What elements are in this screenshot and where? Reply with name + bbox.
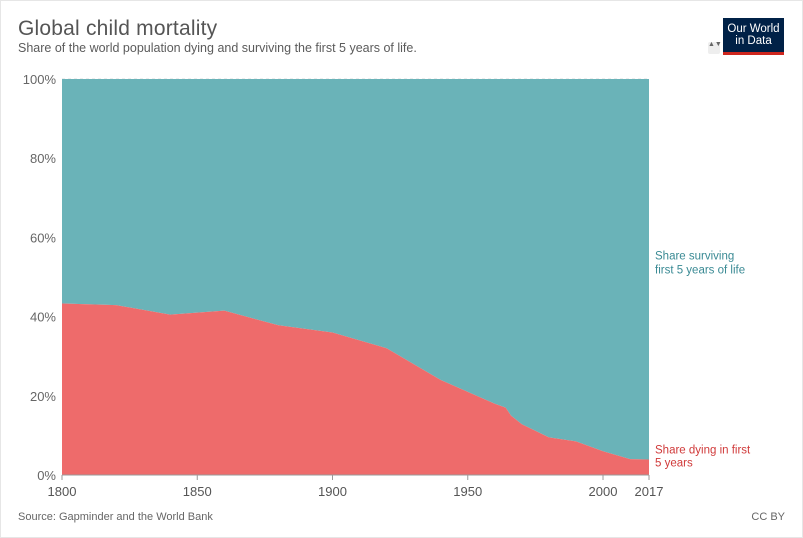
y-tick-label: 40% [30,310,56,325]
logo-line-2: in Data [735,35,772,47]
area-surviving[interactable] [62,79,649,460]
x-axis-ticks: 1800 1850 1900 1950 2000 2017 [48,475,664,499]
stacked-areas [62,79,649,475]
x-tick-label: 2017 [635,484,664,499]
y-tick-label: 80% [30,151,56,166]
series-labels: Share surviving first 5 years of life Shar… [655,250,751,469]
owid-logo[interactable]: Our World in Data [723,18,784,55]
x-tick-label: 1950 [453,484,482,499]
chart-subtitle: Share of the world population dying and … [18,41,417,55]
series-label-dying: 5 years [655,458,693,470]
sort-toggle-icon[interactable]: ▲▼ [708,41,722,54]
y-tick-label: 100% [23,72,57,87]
source-note: Source: Gapminder and the World Bank [18,511,213,523]
y-tick-label: 60% [30,230,56,245]
x-tick-label: 1850 [183,484,212,499]
series-label-surviving: first 5 years of life [655,264,745,276]
x-tick-label: 1900 [318,484,347,499]
y-axis-ticks: 0% 20% 40% 60% 80% 100% [23,72,57,483]
series-label-surviving: Share surviving [655,250,734,262]
y-tick-label: 20% [30,389,56,404]
license-link[interactable]: CC BY [751,511,785,523]
y-tick-label: 0% [37,468,56,483]
logo-line-1: Our World [727,23,780,35]
area-dying[interactable] [62,303,649,475]
series-label-dying: Share dying in first [655,445,751,457]
logo-accent-bar [723,52,784,55]
chart-title: Global child mortality [18,17,218,40]
x-tick-label: 1800 [48,484,77,499]
x-tick-label: 2000 [589,484,618,499]
